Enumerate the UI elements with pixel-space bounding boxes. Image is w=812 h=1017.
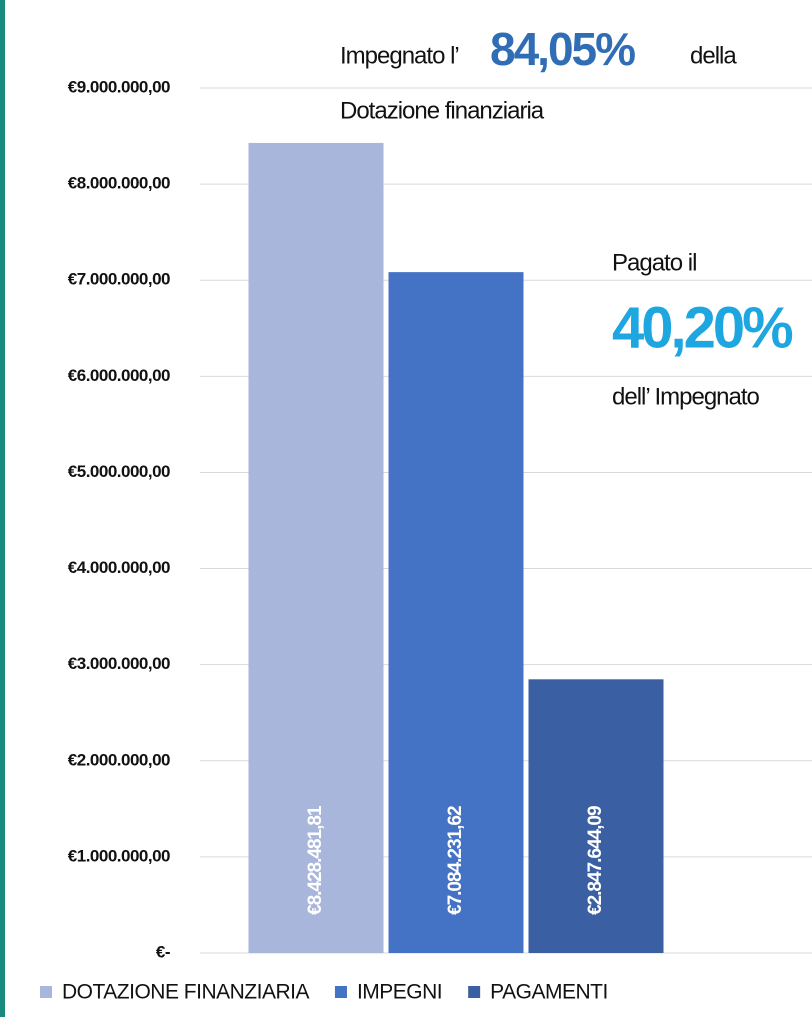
legend-swatch <box>40 986 52 998</box>
annotation: Pagato il <box>612 249 696 276</box>
bar <box>388 272 524 954</box>
y-tick-label: €9.000.000,00 <box>68 77 170 96</box>
left-border <box>0 0 5 1017</box>
legend-swatch <box>468 986 481 998</box>
data-label: €7.084.231,62 <box>445 806 466 915</box>
legend-swatch <box>334 986 347 998</box>
y-tick-label: €7.000.000,00 <box>68 270 170 289</box>
bar <box>248 142 384 953</box>
annotation: della <box>690 42 737 69</box>
annotation: dell’ Impegnato <box>612 383 760 410</box>
legend-label: IMPEGNI <box>357 981 442 1004</box>
y-tick-label: €4.000.000,00 <box>68 558 170 577</box>
annotation: Impegnato l’ <box>340 42 459 69</box>
y-tick-label: €5.000.000,00 <box>68 462 170 481</box>
bar <box>528 679 664 953</box>
y-tick-label: €2.000.000,00 <box>68 750 170 769</box>
annotation-percent: 40,20% <box>612 295 793 360</box>
y-tick-label: €- <box>156 942 170 961</box>
y-tick-label: €1.000.000,00 <box>68 846 170 865</box>
annotation-percent: 84,05% <box>490 23 635 75</box>
data-label: €8.428.481,81 <box>305 805 326 915</box>
legend-label: PAGAMENTI <box>490 981 608 1004</box>
y-tick-label: €3.000.000,00 <box>68 654 170 673</box>
y-tick-label: €6.000.000,00 <box>68 366 170 385</box>
data-label: €2.847.644,09 <box>585 806 606 915</box>
legend-label: DOTAZIONE FINANZIARIA <box>62 981 309 1004</box>
y-tick-label: €8.000.000,00 <box>68 174 170 193</box>
annotation: Dotazione finanziaria <box>340 97 545 124</box>
